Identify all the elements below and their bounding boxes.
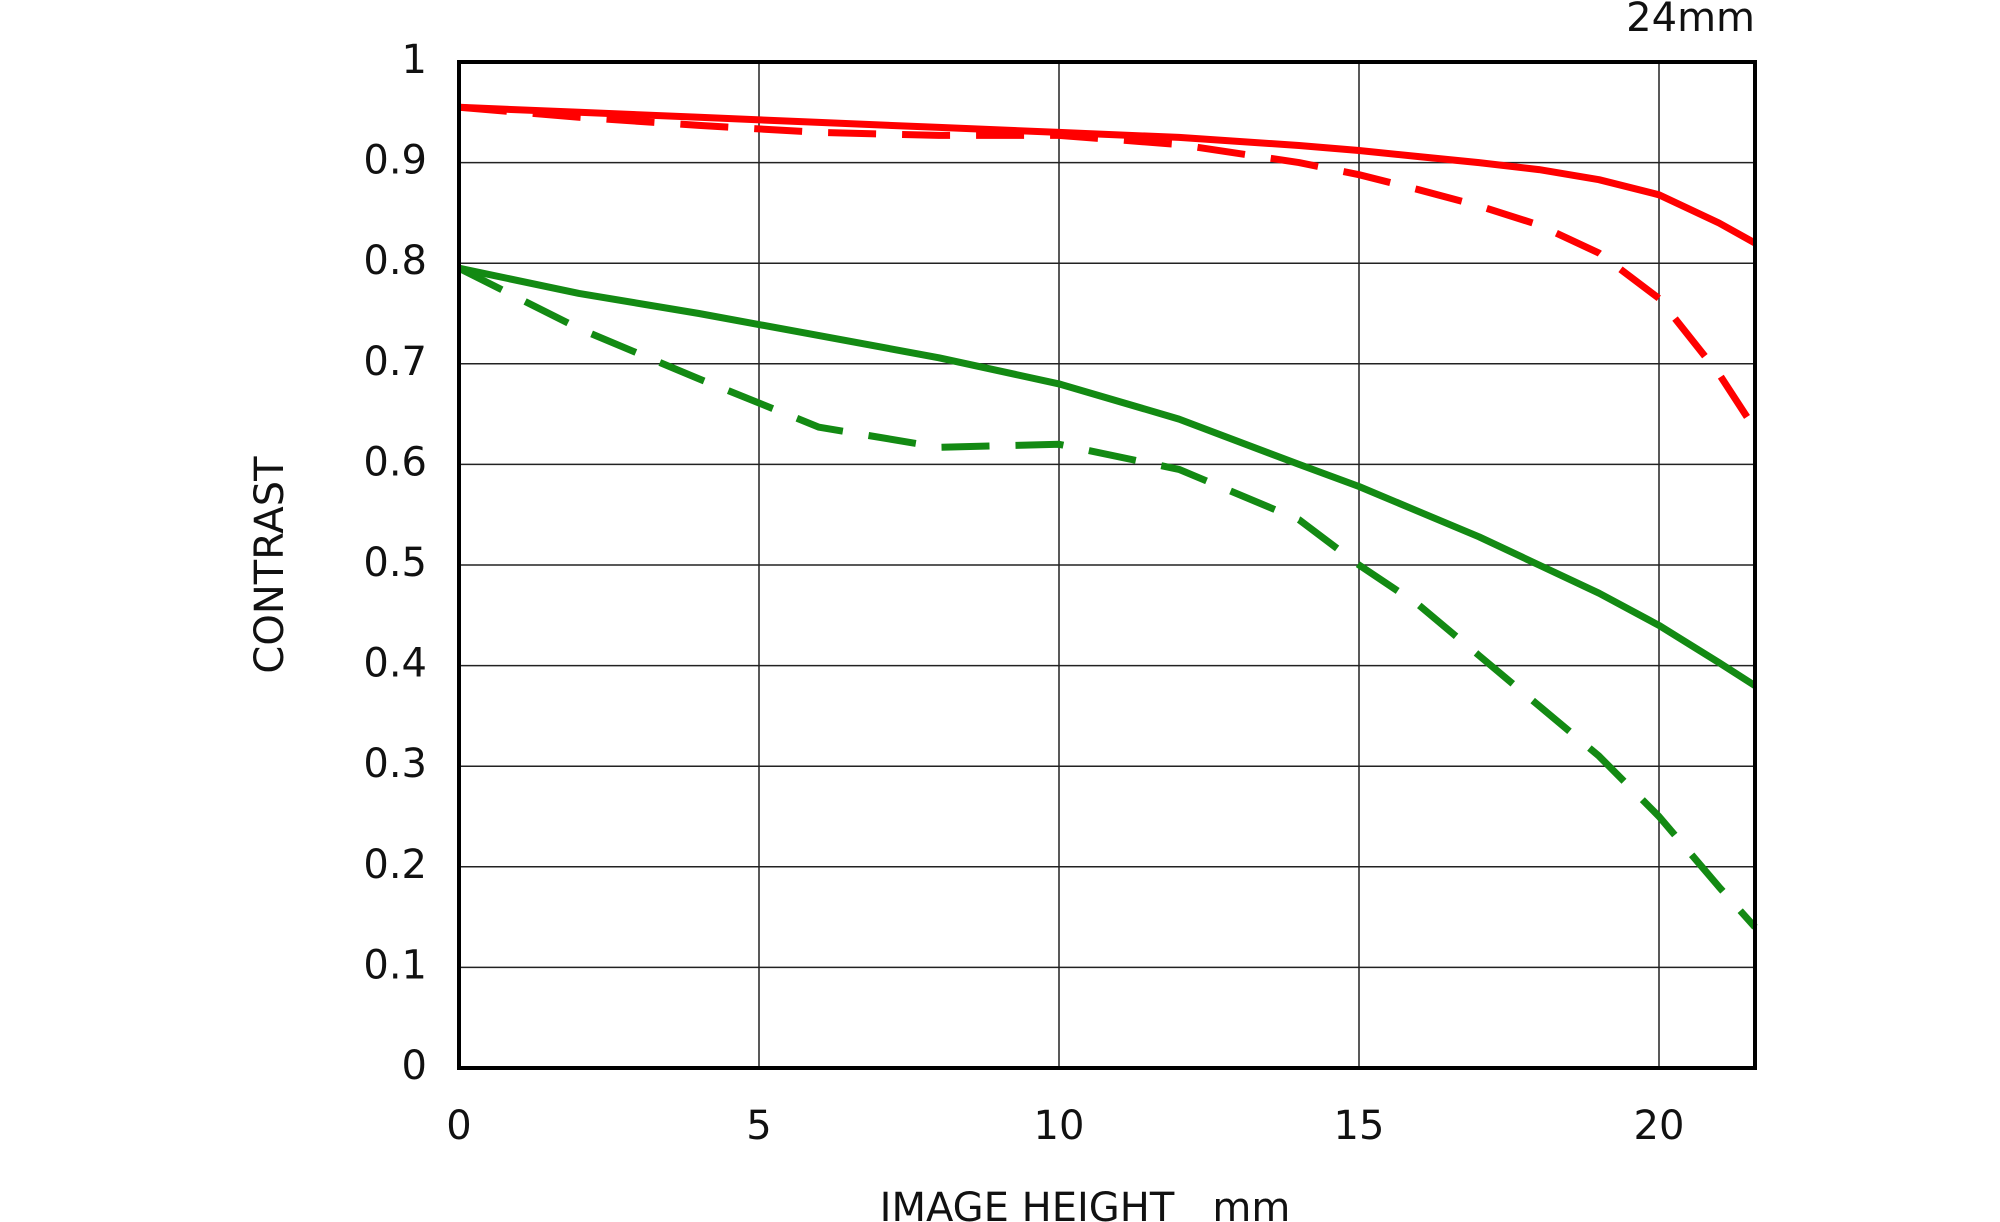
y-tick-label: 0.1 [363, 942, 427, 988]
series-line [458, 264, 1757, 689]
x-tick-label: 20 [1634, 1103, 1685, 1149]
x-tick-label: 5 [746, 1103, 771, 1149]
x-tick-label: 10 [1034, 1103, 1085, 1149]
y-tick-label: 0.8 [363, 238, 427, 284]
x-tick-label: 0 [446, 1103, 471, 1149]
y-tick-label: 0.5 [363, 540, 427, 586]
series-line [458, 103, 1758, 432]
y-tick-label: 0.6 [363, 439, 427, 485]
y-tick-label: 0.4 [363, 641, 427, 687]
y-tick-label: 0.3 [363, 741, 427, 787]
y-tick-label: 0.9 [363, 138, 427, 184]
y-tick-label: 0.7 [363, 339, 427, 385]
y-tick-label: 1 [402, 37, 427, 83]
series-line [458, 103, 1757, 247]
chart-title: 24mm [1626, 0, 1755, 41]
y-axis-label: CONTRAST [247, 456, 293, 674]
plot-frame [457, 60, 1757, 1070]
y-tick-label: 0.2 [363, 842, 427, 888]
y-tick-label: 0 [402, 1043, 427, 1089]
x-axis-label: IMAGE HEIGHT mm [880, 1185, 1291, 1222]
series-line [457, 265, 1758, 930]
x-tick-label: 15 [1334, 1103, 1385, 1149]
